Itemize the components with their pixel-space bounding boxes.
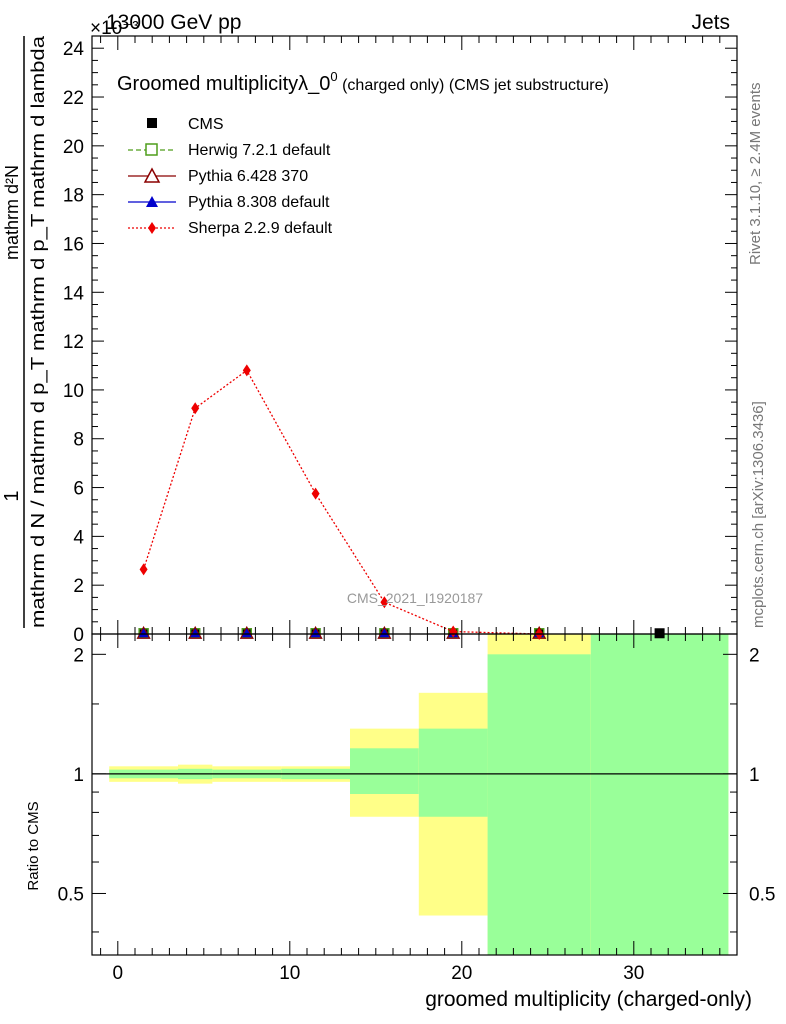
- plot-title-suffix: (charged only) (CMS jet substructure): [338, 77, 609, 94]
- series-3-point-1: [190, 628, 201, 638]
- y-tick-label-12: 24: [63, 39, 85, 60]
- series-4-point-0: [139, 563, 148, 576]
- series-4-point-1: [191, 402, 200, 415]
- plot-title-superscript: 0: [330, 69, 337, 84]
- y-axis-upper: mathrm d²N: [2, 165, 22, 260]
- legend-entry-cms: CMS: [147, 116, 224, 133]
- legend-label-cms: CMS: [188, 116, 224, 133]
- ratio-tick-label-left-2: 2: [73, 645, 84, 666]
- y-tick-label-3: 6: [73, 479, 84, 500]
- legend-marker-cms: [147, 118, 157, 128]
- legend-label-pythia8: Pythia 8.308 default: [188, 194, 330, 211]
- header-right: Jets: [691, 11, 730, 34]
- y-axis-denominator: mathrm d N / mathrm d p_T mathrm d p_T m…: [28, 35, 49, 628]
- ratio-tick-label-right-2: 2: [749, 645, 760, 666]
- x-tick-label-1: 10: [279, 963, 300, 984]
- legend-entry-herwig: Herwig 7.2.1 default: [128, 142, 331, 159]
- ratio-axis-label: Ratio to CMS: [25, 801, 42, 890]
- ratio-band-inner-4: [350, 748, 419, 794]
- plot-title: Groomed multiplicityλ_00 (charged only) …: [117, 69, 609, 95]
- legend: CMS Herwig 7.2.1 default Pythia 6.428 37…: [128, 116, 333, 237]
- series-4-point-4: [380, 596, 389, 609]
- main-plot: [136, 364, 665, 640]
- series-2-point-2: [239, 625, 254, 639]
- y-tick-label-0: 0: [73, 625, 84, 646]
- legend-label-pythia6: Pythia 6.428 370: [188, 168, 308, 185]
- y-tick-label-10: 20: [63, 137, 84, 158]
- y-tick-label-8: 16: [63, 234, 84, 255]
- y-tick-label-6: 12: [63, 332, 84, 353]
- legend-entry-pythia6: Pythia 6.428 370: [128, 167, 308, 185]
- y-tick-label-1: 2: [73, 576, 84, 597]
- ratio-tick-label-left-0: 0.5: [58, 884, 84, 905]
- ratio-band-inner-6: [487, 654, 591, 955]
- series-2-point-0: [136, 625, 151, 639]
- ratio-tick-label-right-1: 1: [749, 765, 760, 786]
- mcplots-label: mcplots.cern.ch [arXiv:1306.3436]: [750, 401, 767, 628]
- legend-marker-pythia6: [143, 167, 161, 183]
- legend-label-sherpa: Sherpa 2.2.9 default: [188, 220, 333, 237]
- x-tick-label-0: 0: [113, 963, 124, 984]
- ratio-tick-label-right-0: 0.5: [749, 884, 775, 905]
- y-tick-label-9: 18: [63, 186, 84, 207]
- series-0-point-7: [654, 628, 665, 639]
- series-2-point-1: [188, 625, 203, 639]
- y-tick-label-11: 22: [63, 88, 84, 109]
- y-axis-numerator: 1: [1, 490, 23, 501]
- series-4-point-3: [311, 487, 320, 500]
- series-3-point-3: [310, 628, 321, 638]
- y-tick-label-7: 14: [63, 283, 85, 304]
- legend-marker-sherpa: [148, 222, 156, 234]
- ratio-tick-label-left-1: 1: [73, 765, 84, 786]
- ratio-band-inner-5: [418, 728, 488, 817]
- series-3-point-4: [379, 628, 390, 638]
- legend-label-herwig: Herwig 7.2.1 default: [188, 142, 331, 159]
- y-tick-label-2: 4: [73, 527, 84, 548]
- ratio-bands: [109, 634, 729, 955]
- legend-entry-sherpa: Sherpa 2.2.9 default: [128, 220, 333, 237]
- x-axis-label: groomed multiplicity (charged-only): [425, 988, 752, 1011]
- ratio-frame: [91, 633, 738, 956]
- watermark: CMS_2021_I1920187: [347, 590, 483, 606]
- header-left: 13000 GeV pp: [106, 11, 241, 34]
- series-2-point-4: [377, 625, 392, 639]
- exponent-label: ×10⁻³: [90, 18, 139, 39]
- legend-marker-herwig: [145, 143, 158, 156]
- series-3-point-2: [241, 628, 252, 638]
- legend-entry-pythia8: Pythia 8.308 default: [128, 194, 330, 211]
- x-tick-label-2: 20: [451, 963, 472, 984]
- series-4-point-2: [242, 364, 251, 377]
- series-3-point-0: [138, 628, 149, 638]
- legend-marker-pythia8: [146, 196, 158, 207]
- plot-title-main: Groomed multiplicityλ_0: [117, 73, 330, 95]
- ratio-band-inner-7: [590, 634, 729, 955]
- series-2-point-3: [308, 625, 323, 639]
- y-tick-label-5: 10: [63, 381, 84, 402]
- x-tick-label-3: 30: [623, 963, 644, 984]
- y-tick-label-4: 8: [73, 430, 84, 451]
- rivet-label: Rivet 3.1.10, ≥ 2.4M events: [747, 83, 764, 266]
